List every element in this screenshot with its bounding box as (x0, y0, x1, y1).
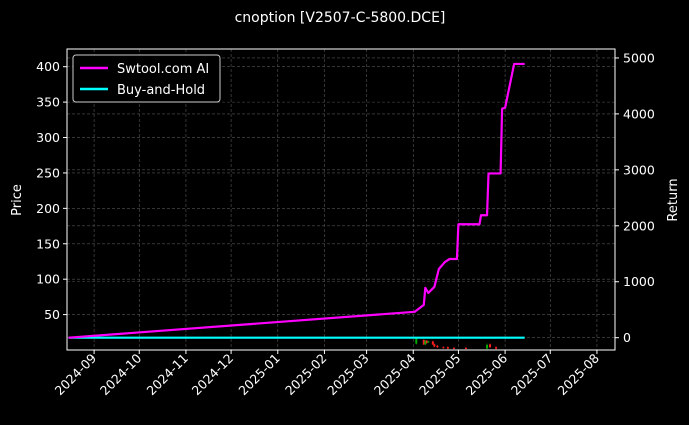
x-tick-label: 2025-01 (235, 351, 283, 399)
y2-axis-label: Return (666, 178, 681, 221)
x-tick-label: 2024-09 (52, 350, 100, 398)
x-tick-label: 2025-03 (324, 351, 372, 399)
x-tick-label: 2025-08 (555, 350, 603, 398)
chart-title: cnoption [V2507-C-5800.DCE] (235, 10, 446, 26)
y-axis-label: Price (10, 184, 25, 216)
legend-label-strategy: Swtool.com AI (117, 62, 209, 77)
x-tick-label: 2025-07 (508, 351, 556, 399)
y-tick-label: 100 (36, 272, 60, 287)
x-tick-label: 2024-10 (97, 350, 145, 398)
legend-label-buyhold: Buy-and-Hold (117, 83, 205, 98)
y-tick-label: 200 (36, 201, 60, 216)
candle-body (495, 347, 498, 349)
x-tick-label: 2025-06 (463, 350, 511, 398)
y2-tick-label: 5000 (623, 50, 655, 65)
candle-body (464, 347, 467, 349)
y2-tick-label: 4000 (623, 106, 655, 121)
candle-body (436, 345, 439, 348)
candles (415, 337, 498, 350)
x-tick-label: 2025-05 (416, 351, 464, 399)
y-tick-label: 350 (36, 95, 60, 110)
candle-body (427, 341, 430, 343)
y-tick-label: 250 (36, 165, 60, 180)
candle-body (415, 338, 418, 344)
x-tick-label: 2024-11 (144, 351, 192, 399)
legend: Swtool.com AI Buy-and-Hold (72, 54, 221, 103)
candle-body (446, 347, 449, 349)
y-tick-label: 150 (36, 236, 60, 251)
y-tick-label: 300 (36, 130, 60, 145)
series-line (68, 62, 525, 339)
candle-body (442, 347, 445, 349)
y2-tick-label: 0 (623, 330, 631, 345)
y-tick-label: 50 (44, 307, 60, 322)
plot-frame (66, 48, 616, 351)
candle-body (424, 340, 427, 345)
candle-body (425, 340, 428, 343)
series-lines (68, 62, 525, 339)
candle-body (486, 345, 489, 349)
y-tick-label: 400 (36, 59, 60, 74)
candle-body (431, 341, 434, 345)
candle-body (452, 347, 455, 349)
y2-tick-label: 3000 (623, 162, 655, 177)
candle-body (489, 344, 492, 348)
legend-box (72, 54, 221, 103)
x-tick-label: 2025-04 (371, 350, 419, 398)
axes: 5010015020025030035040001000200030004000… (36, 50, 655, 398)
x-tick-label: 2025-02 (282, 351, 330, 399)
candle-body (433, 344, 436, 347)
y2-tick-label: 1000 (623, 274, 655, 289)
x-tick-label: 2024-12 (189, 351, 237, 399)
y2-tick-label: 2000 (623, 218, 655, 233)
candle-body (422, 340, 425, 345)
